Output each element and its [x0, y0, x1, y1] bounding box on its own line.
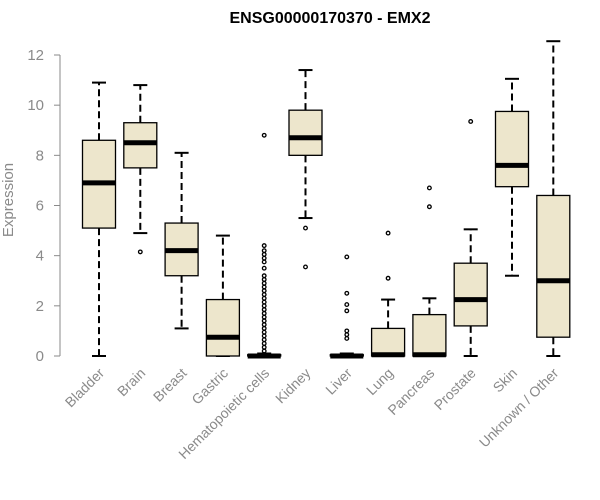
y-tick-label-4: 4: [36, 248, 44, 265]
y-tick-label-2: 2: [36, 298, 44, 315]
chart-title: ENSG00000170370 - EMX2: [229, 10, 430, 27]
box-skin: [494, 77, 530, 277]
category-label-brain: Brain: [114, 365, 148, 399]
outlier-point: [344, 302, 350, 308]
box-pancreas: [412, 185, 447, 358]
outlier-point: [261, 255, 267, 261]
outlier-point: [261, 322, 267, 328]
outlier-point: [303, 264, 308, 270]
box-liver: [329, 254, 364, 359]
y-axis: 0 2 4 6 8 10 12: [27, 47, 61, 365]
outlier-point: [261, 314, 267, 320]
outlier-point: [385, 230, 391, 236]
outlier-point: [261, 310, 267, 316]
outlier-point: [261, 333, 267, 339]
box-gastric: [205, 234, 241, 357]
iqr-box: [123, 122, 158, 169]
iqr-box: [412, 313, 447, 357]
outlier-point: [426, 185, 432, 191]
outlier-point: [261, 265, 267, 271]
y-tick-label-8: 8: [36, 147, 44, 164]
outlier-point: [426, 204, 432, 210]
category-label-lung: Lung: [363, 365, 396, 398]
box-breast: [164, 151, 199, 330]
category-label-liver: Liver: [322, 365, 355, 398]
outlier-point: [261, 295, 267, 301]
y-tick-label-10: 10: [27, 97, 44, 114]
outlier-point: [261, 341, 267, 346]
category-label-bladder: Bladder: [62, 365, 108, 411]
outlier-point: [261, 280, 267, 286]
box-hematopoietic-cells: [247, 132, 282, 359]
outlier-point: [261, 277, 267, 282]
category-label-skin: Skin: [490, 365, 521, 396]
outlier-point: [261, 273, 267, 279]
outlier-point: [261, 292, 267, 297]
outlier-point: [261, 337, 267, 343]
outlier-point: [344, 332, 350, 338]
outlier-point: [303, 225, 308, 231]
iqr-box: [370, 327, 406, 357]
outlier-point: [261, 248, 267, 254]
outlier-point: [261, 259, 267, 265]
box-lung: [370, 230, 406, 358]
iqr-box: [494, 110, 530, 188]
box-bladder: [81, 81, 117, 357]
y-axis-label: Expression: [0, 163, 17, 237]
box-brain: [123, 84, 158, 255]
iqr-box: [205, 298, 241, 357]
outlier-point: [261, 325, 267, 331]
outlier-point: [344, 328, 350, 334]
y-tick-label-0: 0: [36, 348, 44, 365]
outlier-point: [261, 288, 267, 294]
category-label-breast: Breast: [150, 365, 190, 405]
outlier-point: [261, 344, 267, 350]
outlier-point: [261, 348, 267, 354]
iqr-box: [536, 194, 571, 338]
outlier-point: [261, 299, 267, 305]
y-tick-label-6: 6: [36, 198, 44, 215]
outlier-point: [385, 275, 391, 281]
iqr-box: [453, 262, 488, 327]
outlier-point: [261, 251, 267, 257]
outlier-point: [344, 335, 350, 341]
outlier-point: [344, 308, 350, 314]
outlier-point: [261, 243, 267, 249]
outlier-point: [261, 307, 267, 313]
category-label-prostate: Prostate: [431, 365, 479, 413]
iqr-box: [288, 109, 323, 156]
outlier-point: [261, 329, 267, 335]
outlier-point: [344, 254, 350, 260]
box-prostate: [453, 119, 488, 357]
boxes-group: [81, 40, 571, 359]
box-unknown-other: [536, 40, 571, 357]
outlier-point: [468, 119, 474, 124]
outlier-point: [261, 318, 267, 324]
box-kidney: [288, 69, 323, 270]
outlier-point: [261, 303, 267, 309]
outlier-point: [261, 132, 267, 138]
category-label-kidney: Kidney: [272, 365, 314, 407]
y-tick-label-12: 12: [27, 47, 44, 64]
outlier-point: [344, 290, 350, 296]
outlier-point: [261, 284, 267, 290]
outlier-point: [137, 249, 143, 255]
